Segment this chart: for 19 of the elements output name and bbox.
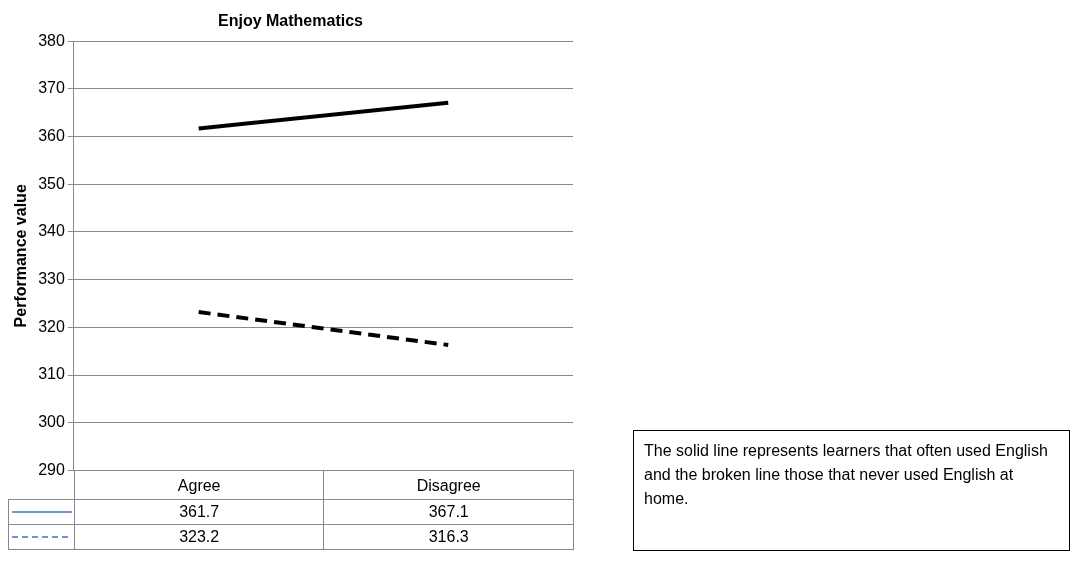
data-label: 323.2 bbox=[73, 524, 325, 551]
y-tick-label: 320 bbox=[38, 317, 65, 335]
y-tick-label: 330 bbox=[38, 270, 65, 288]
data-label: 361.7 bbox=[73, 499, 325, 526]
y-tick-label: 370 bbox=[38, 79, 65, 97]
text: The solid line represents learners that often used English and the broken line those that never used English at home. bbox=[633, 430, 1070, 551]
x-tick-label: Disagree bbox=[323, 470, 574, 501]
y-tick-label: 310 bbox=[38, 365, 65, 383]
y-tick-label: 380 bbox=[38, 31, 65, 49]
y-tick-label: 300 bbox=[38, 413, 65, 431]
data-label: 367.1 bbox=[323, 499, 574, 526]
y-tick-label: 340 bbox=[38, 222, 65, 240]
data-label: 316.3 bbox=[323, 524, 574, 551]
y-tick-label: 360 bbox=[38, 126, 65, 144]
y-axis-title: Performance value bbox=[12, 184, 30, 328]
y-tick-label: 350 bbox=[38, 174, 65, 192]
x-tick-label: Agree bbox=[73, 470, 325, 501]
chart-title: Enjoy Mathematics bbox=[218, 12, 364, 30]
y-tick-label: 290 bbox=[38, 460, 65, 478]
